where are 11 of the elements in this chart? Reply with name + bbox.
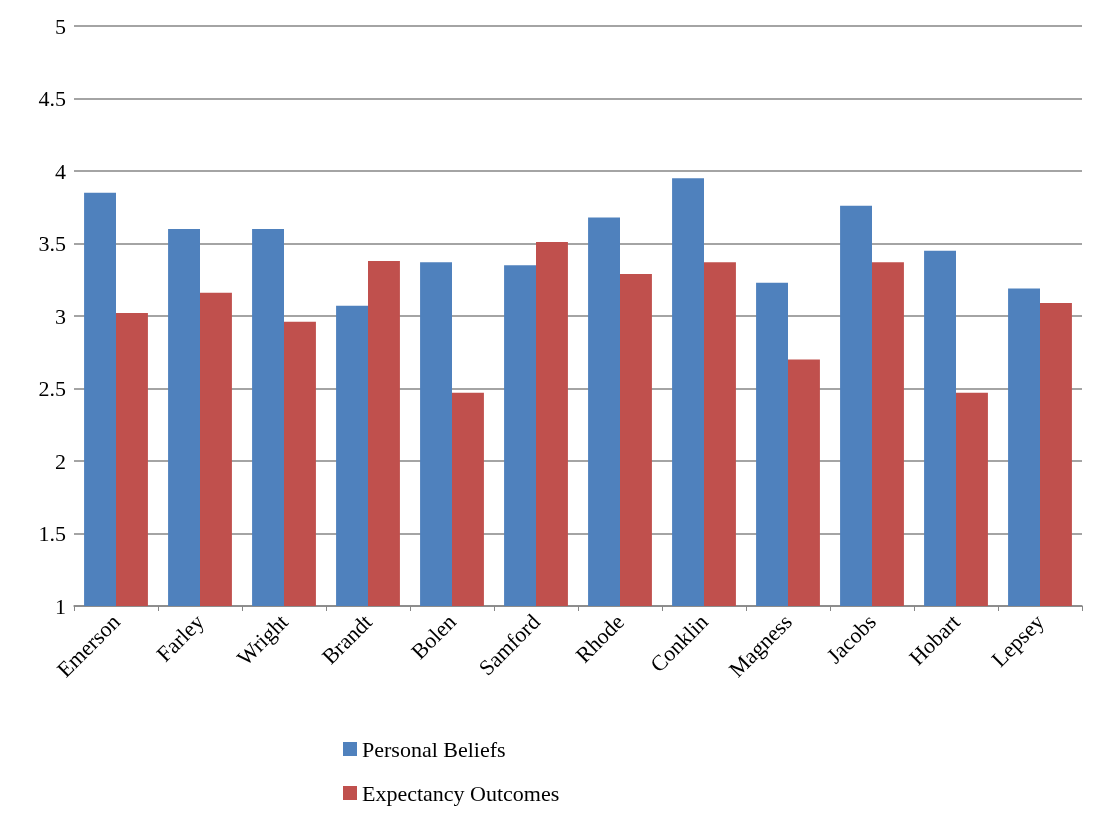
y-tick-label: 2 bbox=[55, 448, 66, 474]
y-tick-label: 4.5 bbox=[38, 86, 66, 111]
y-tick-label: 2.5 bbox=[38, 376, 66, 401]
y-tick-label: 5 bbox=[55, 13, 66, 39]
y-tick-label: 1 bbox=[55, 593, 66, 619]
legend-label: Expectancy Outcomes bbox=[362, 780, 560, 806]
y-tick-label: 3 bbox=[55, 303, 66, 329]
legend-label: Personal Beliefs bbox=[362, 736, 506, 762]
y-tick-label: 1.5 bbox=[38, 521, 66, 546]
y-tick-label: 4 bbox=[55, 158, 66, 184]
y-tick-label: 3.5 bbox=[38, 231, 66, 256]
